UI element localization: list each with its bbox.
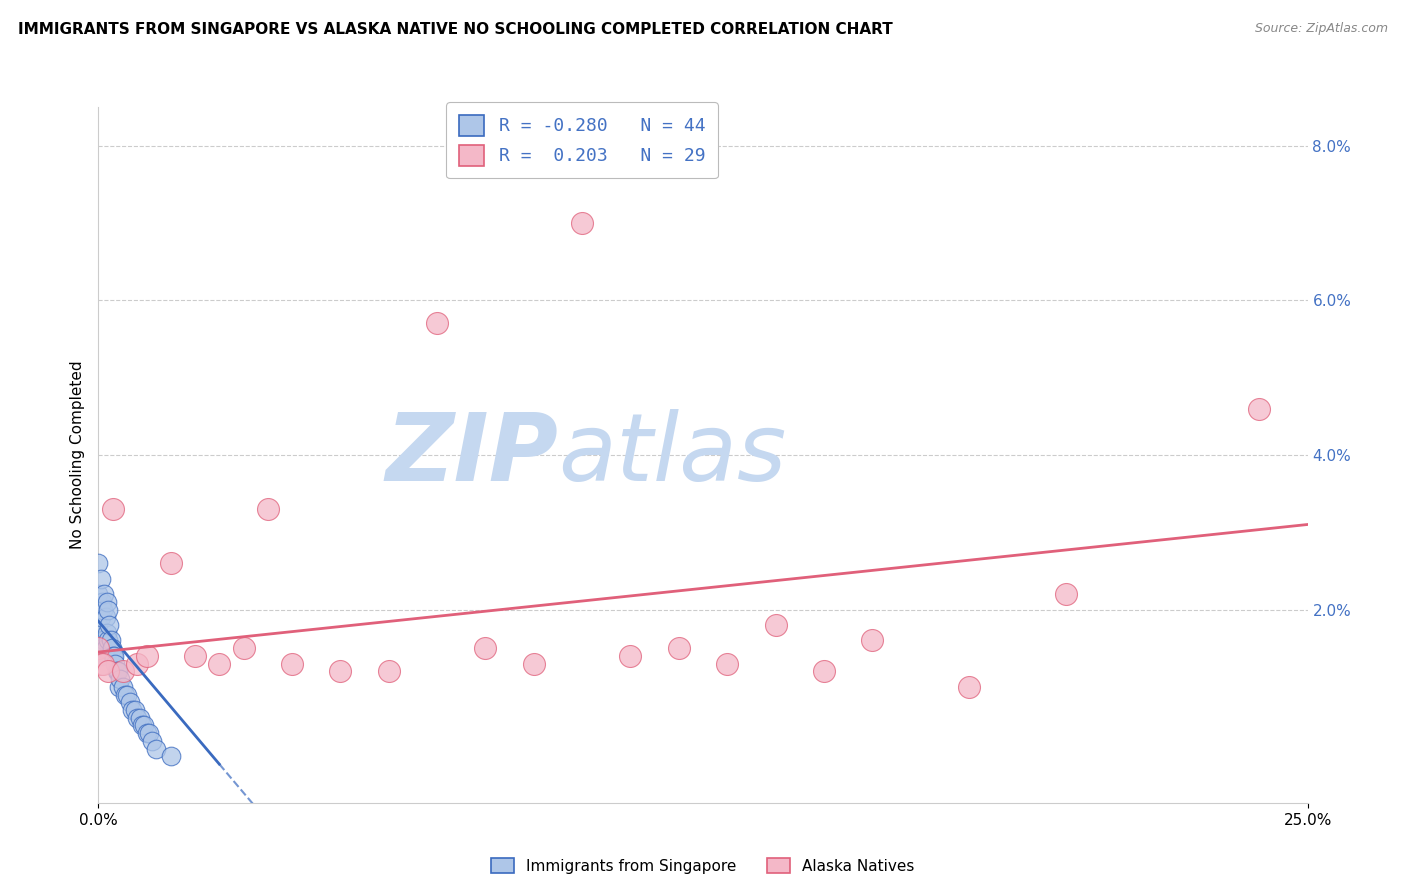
Point <box>87 641 110 656</box>
Point <box>108 672 131 686</box>
Point <box>96 625 118 640</box>
Point <box>91 633 114 648</box>
Point <box>94 610 117 624</box>
Point <box>90 572 112 586</box>
Point <box>134 718 156 732</box>
Point <box>87 641 110 656</box>
Point <box>138 726 160 740</box>
Point <box>256 502 278 516</box>
Point <box>135 726 157 740</box>
Point <box>111 680 134 694</box>
Point <box>813 665 835 679</box>
Point <box>101 641 124 656</box>
Point <box>90 610 112 624</box>
Point <box>281 657 304 671</box>
Point <box>94 641 117 656</box>
Point <box>619 648 641 663</box>
Point <box>87 587 110 601</box>
Text: Source: ZipAtlas.com: Source: ZipAtlas.com <box>1254 22 1388 36</box>
Point <box>91 641 114 656</box>
Point <box>128 711 150 725</box>
Point <box>87 556 110 570</box>
Point <box>523 657 546 671</box>
Point <box>107 665 129 679</box>
Point <box>135 648 157 663</box>
Point <box>141 734 163 748</box>
Y-axis label: No Schooling Completed: No Schooling Completed <box>69 360 84 549</box>
Point <box>765 618 787 632</box>
Point <box>91 595 114 609</box>
Point <box>860 633 883 648</box>
Point <box>426 317 449 331</box>
Point <box>103 648 125 663</box>
Point <box>97 665 120 679</box>
Point <box>124 703 146 717</box>
Point <box>117 688 139 702</box>
Text: IMMIGRANTS FROM SINGAPORE VS ALASKA NATIVE NO SCHOOLING COMPLETED CORRELATION CH: IMMIGRANTS FROM SINGAPORE VS ALASKA NATI… <box>18 22 893 37</box>
Point <box>716 657 738 671</box>
Point <box>1054 587 1077 601</box>
Point <box>114 688 136 702</box>
Point <box>121 703 143 717</box>
Point <box>127 711 149 725</box>
Legend: Immigrants from Singapore, Alaska Natives: Immigrants from Singapore, Alaska Native… <box>485 852 921 880</box>
Point <box>184 648 207 663</box>
Point <box>474 641 496 656</box>
Point <box>145 741 167 756</box>
Point <box>127 657 149 671</box>
Point <box>100 633 122 648</box>
Point <box>107 680 129 694</box>
Point <box>1249 401 1271 416</box>
Point <box>93 587 115 601</box>
Point <box>131 718 153 732</box>
Point <box>957 680 980 694</box>
Point <box>329 665 352 679</box>
Text: atlas: atlas <box>558 409 786 500</box>
Point <box>101 648 124 663</box>
Point <box>208 657 231 671</box>
Point <box>101 502 124 516</box>
Point <box>93 633 115 648</box>
Point <box>377 665 399 679</box>
Point <box>118 695 141 709</box>
Point <box>97 602 120 616</box>
Point <box>91 602 114 616</box>
Point <box>98 618 121 632</box>
Point <box>104 657 127 671</box>
Point <box>232 641 254 656</box>
Point <box>96 595 118 609</box>
Point <box>87 618 110 632</box>
Point <box>91 657 114 671</box>
Point <box>111 665 134 679</box>
Point <box>571 216 593 230</box>
Point <box>668 641 690 656</box>
Point <box>105 665 128 679</box>
Point <box>90 657 112 671</box>
Point <box>160 556 183 570</box>
Legend: R = -0.280   N = 44, R =  0.203   N = 29: R = -0.280 N = 44, R = 0.203 N = 29 <box>446 103 718 178</box>
Point <box>160 749 183 764</box>
Point <box>90 648 112 663</box>
Point <box>97 633 120 648</box>
Text: ZIP: ZIP <box>385 409 558 501</box>
